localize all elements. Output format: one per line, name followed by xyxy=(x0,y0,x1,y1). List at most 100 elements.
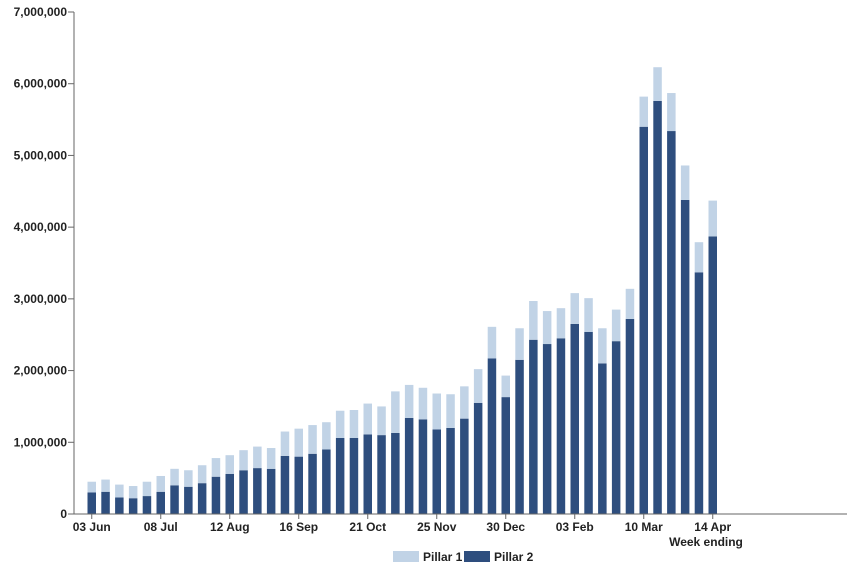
y-tick-label: 4,000,000 xyxy=(14,220,68,234)
bar-pillar-2-43 xyxy=(680,199,690,514)
bar-pillar-1-17 xyxy=(322,422,331,450)
bar-pillar-2-23 xyxy=(404,417,414,514)
bar-pillar-1-8 xyxy=(197,465,207,484)
bar-pillar-1-6 xyxy=(170,468,179,486)
bar-pillar-1-33 xyxy=(542,311,552,345)
bar-pillar-2-7 xyxy=(184,486,193,514)
bar-pillar-2-16 xyxy=(308,453,317,514)
bar-pillar-2-29 xyxy=(487,358,497,514)
x-tick-layer: 03 Jun 08 Jul 12 Aug 16 Sep 21 Oct 25 Nov 30 D… xyxy=(73,514,732,534)
bar-pillar-2-17 xyxy=(322,449,331,514)
bar-pillar-2-37 xyxy=(598,363,607,514)
bar-pillar-1-18 xyxy=(335,410,345,438)
bar-pillar-2-5 xyxy=(156,491,165,514)
bar-pillar-1-12 xyxy=(253,446,262,469)
x-tick-label: 12 Aug xyxy=(210,520,250,534)
bar-pillar-1-20 xyxy=(363,403,372,435)
x-tick-label: 10 Mar xyxy=(625,520,663,534)
bar-pillar-1-25 xyxy=(432,393,441,430)
bar-pillar-1-0 xyxy=(87,481,96,493)
y-tick-layer: 0 1,000,000 2,000,000 3,000,000 4,000,000 5,0… xyxy=(14,5,74,521)
bar-pillar-2-1 xyxy=(101,491,110,514)
y-tick-label: 2,000,000 xyxy=(14,364,68,378)
bar-pillar-2-3 xyxy=(128,498,138,514)
bar-pillar-2-45 xyxy=(708,236,717,514)
bar-pillar-2-2 xyxy=(115,497,124,514)
bar-pillar-1-22 xyxy=(391,391,400,433)
x-tick-label: 03 Jun xyxy=(73,520,111,534)
legend: Pillar 1 Pillar 2 xyxy=(393,550,534,564)
bar-pillar-2-21 xyxy=(377,435,386,514)
y-tick-label: 7,000,000 xyxy=(14,5,68,19)
bar-pillar-1-28 xyxy=(473,369,483,403)
bar-pillar-2-0 xyxy=(87,492,96,514)
bars-layer xyxy=(87,67,717,515)
bar-pillar-1-10 xyxy=(225,455,234,474)
bar-pillar-2-15 xyxy=(294,456,303,514)
bar-pillar-1-40 xyxy=(639,96,648,127)
bar-pillar-1-21 xyxy=(377,406,386,436)
bar-pillar-1-30 xyxy=(501,375,510,398)
bar-pillar-2-9 xyxy=(211,476,221,514)
bar-pillar-2-27 xyxy=(460,418,469,514)
bar-pillar-2-30 xyxy=(501,397,510,514)
bar-pillar-1-41 xyxy=(653,67,662,101)
bar-pillar-1-5 xyxy=(156,475,165,492)
bar-pillar-2-38 xyxy=(611,341,621,514)
bar-pillar-2-26 xyxy=(446,427,455,514)
x-tick-label: 16 Sep xyxy=(279,520,318,534)
bar-pillar-2-10 xyxy=(225,473,234,514)
bar-pillar-1-43 xyxy=(680,165,690,200)
bar-pillar-1-37 xyxy=(598,328,607,364)
bar-pillar-1-11 xyxy=(239,450,248,471)
bar-pillar-1-9 xyxy=(211,458,221,477)
bar-pillar-2-33 xyxy=(542,344,552,514)
bar-pillar-1-24 xyxy=(418,387,428,420)
bar-pillar-1-32 xyxy=(529,301,538,340)
bar-pillar-1-13 xyxy=(266,448,276,469)
bar-pillar-1-4 xyxy=(142,481,152,497)
bar-pillar-1-16 xyxy=(308,425,317,454)
y-tick-label: 6,000,000 xyxy=(14,77,68,91)
bar-pillar-1-3 xyxy=(128,486,138,499)
bar-pillar-1-14 xyxy=(280,431,290,456)
bar-pillar-1-23 xyxy=(404,384,414,418)
bar-pillar-1-7 xyxy=(184,470,193,487)
bar-pillar-1-36 xyxy=(584,298,593,332)
bar-pillar-2-6 xyxy=(170,485,179,514)
legend-label-pillar-2: Pillar 2 xyxy=(494,550,534,564)
bar-pillar-1-34 xyxy=(556,308,566,339)
bar-pillar-1-38 xyxy=(611,309,621,342)
bar-pillar-2-35 xyxy=(570,323,579,514)
x-axis-title: Week ending xyxy=(669,535,743,549)
bar-pillar-2-22 xyxy=(391,432,400,514)
y-tick-label: 1,000,000 xyxy=(14,435,68,449)
bar-pillar-2-24 xyxy=(418,419,428,514)
x-tick-label: 03 Feb xyxy=(556,520,594,534)
bar-pillar-2-25 xyxy=(432,429,441,514)
bar-pillar-2-36 xyxy=(584,331,593,514)
bar-pillar-1-45 xyxy=(708,200,717,237)
bar-pillar-1-39 xyxy=(625,288,635,319)
bar-pillar-2-11 xyxy=(239,470,248,514)
bar-pillar-1-19 xyxy=(349,410,359,438)
bar-pillar-2-39 xyxy=(625,318,635,514)
bar-pillar-2-28 xyxy=(473,402,483,514)
bar-pillar-2-8 xyxy=(197,483,207,514)
bar-pillar-2-13 xyxy=(266,468,276,514)
y-tick-label: 5,000,000 xyxy=(14,148,68,162)
legend-label-pillar-1: Pillar 1 xyxy=(423,550,463,564)
bar-pillar-2-14 xyxy=(280,455,290,514)
x-tick-label: 30 Dec xyxy=(486,520,525,534)
x-tick-label: 08 Jul xyxy=(144,520,178,534)
bar-pillar-1-29 xyxy=(487,326,497,359)
bar-pillar-2-42 xyxy=(667,131,676,515)
bar-pillar-2-20 xyxy=(363,434,372,514)
bar-pillar-2-31 xyxy=(515,359,524,514)
bar-pillar-1-31 xyxy=(515,328,524,360)
bar-pillar-2-12 xyxy=(253,468,262,514)
x-tick-label: 21 Oct xyxy=(349,520,386,534)
bar-pillar-2-41 xyxy=(653,100,662,515)
y-tick-label: 0 xyxy=(60,507,67,521)
